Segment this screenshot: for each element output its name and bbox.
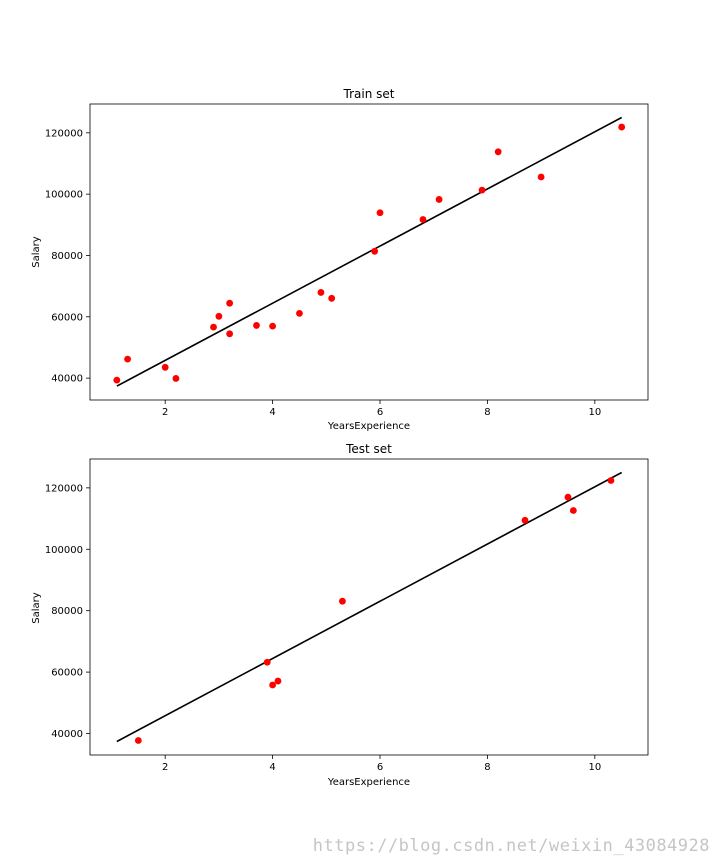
y-tick-label: 60000: [51, 668, 83, 679]
plot-frame: [89, 458, 649, 756]
data-point: [226, 330, 234, 338]
data-point: [253, 322, 260, 329]
data-point: [339, 597, 346, 605]
train-set-chart: Train set YearsExperience Salary 2 4 6 8 10 4…: [31, 87, 649, 432]
regression-line-group: [116, 471, 623, 743]
regression-line: [116, 471, 623, 743]
y-tick-label: 120000: [45, 483, 83, 494]
data-point: [419, 216, 427, 223]
test-set-chart: Test set YearsExperience Salary 2 4 6 8 10 40…: [31, 442, 649, 788]
x-tick-label: 4: [269, 407, 275, 418]
data-point: [269, 681, 276, 689]
regression-line: [116, 116, 623, 387]
plot-frame: [89, 103, 649, 401]
data-point: [607, 477, 615, 484]
y-tick-label: 60000: [51, 312, 83, 323]
data-point: [494, 148, 502, 156]
data-point: [210, 323, 217, 331]
x-tick-label: 10: [588, 762, 601, 773]
data-point: [274, 677, 282, 685]
data-point: [124, 355, 131, 363]
data-point: [317, 289, 325, 296]
data-point: [618, 123, 626, 131]
x-tick-label: 4: [269, 762, 275, 773]
data-point: [521, 516, 529, 524]
x-axis-label: YearsExperience: [327, 777, 410, 788]
chart-title: Test set: [345, 442, 392, 456]
x-tick-label: 6: [377, 762, 383, 773]
data-point: [134, 737, 142, 744]
data-point: [172, 375, 180, 382]
x-tick-label: 2: [162, 762, 168, 773]
y-axis-label: Salary: [31, 592, 42, 623]
watermark: https://blog.csdn.net/weixin_43084928: [312, 836, 710, 856]
x-tick-label: 2: [162, 407, 168, 418]
x-axis-label: YearsExperience: [327, 421, 410, 432]
tick-group: 2 4 6 8 10 40000 60000 80000 100000 120000: [45, 483, 601, 773]
data-point: [263, 658, 271, 666]
x-tick-label: 8: [484, 762, 490, 773]
chart-title: Train set: [343, 87, 395, 101]
x-tick-label: 6: [377, 407, 383, 418]
tick-group: 2 4 6 8 10 40000 60000 80000 100000 120000: [45, 128, 601, 418]
data-point: [161, 363, 169, 371]
data-point: [564, 493, 572, 501]
y-tick-label: 40000: [51, 374, 83, 385]
y-tick-label: 80000: [51, 606, 83, 617]
data-point: [269, 322, 276, 330]
y-tick-label: 100000: [45, 190, 83, 201]
y-axis-label: Salary: [31, 236, 42, 267]
y-tick-label: 80000: [51, 251, 83, 262]
x-tick-label: 10: [588, 407, 601, 418]
data-point: [296, 309, 303, 317]
data-point: [537, 173, 545, 181]
data-point: [226, 299, 234, 307]
x-tick-label: 8: [484, 407, 490, 418]
data-point: [435, 196, 443, 203]
data-point: [328, 294, 336, 302]
data-point: [215, 312, 223, 320]
points-group: [134, 477, 615, 744]
data-point: [371, 247, 379, 255]
data-point: [113, 376, 121, 384]
regression-line-group: [116, 116, 623, 387]
y-tick-label: 40000: [51, 729, 83, 740]
y-tick-label: 120000: [45, 128, 83, 139]
points-group: [113, 123, 626, 384]
data-point: [376, 209, 384, 217]
data-point: [569, 507, 577, 514]
y-tick-label: 100000: [45, 545, 83, 556]
data-point: [478, 186, 486, 194]
